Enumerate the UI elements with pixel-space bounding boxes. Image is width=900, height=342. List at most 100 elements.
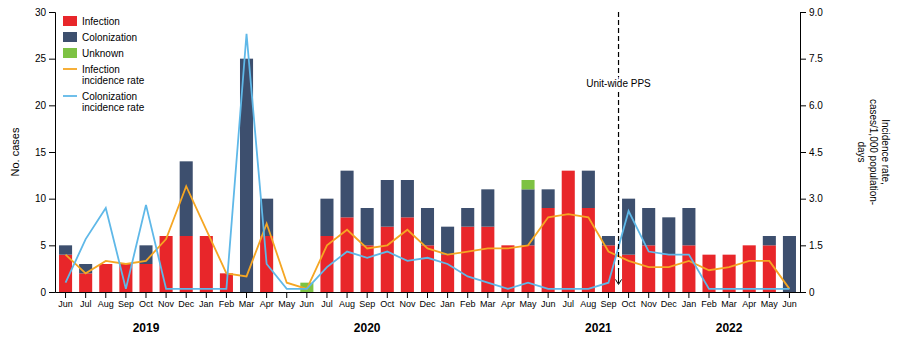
tick: Feb	[460, 292, 476, 309]
bar	[461, 227, 474, 292]
tick: Feb	[701, 292, 717, 309]
tick: 15	[35, 147, 55, 158]
bar	[562, 171, 575, 292]
bar	[743, 245, 756, 292]
bar	[461, 208, 474, 209]
tick-mark	[427, 292, 428, 298]
bar	[421, 208, 434, 245]
bar	[501, 245, 514, 246]
tick-label: 3.0	[809, 193, 823, 204]
year-label: 2022	[716, 321, 743, 335]
bar	[682, 208, 695, 209]
tick-label: 0	[40, 287, 46, 298]
bar	[381, 227, 394, 292]
legend-swatch	[63, 95, 77, 97]
tick-mark	[49, 152, 55, 153]
legend-swatch	[63, 68, 77, 70]
bar	[361, 245, 374, 292]
legend-item: Infection	[63, 16, 120, 27]
tick: Jan	[199, 292, 214, 309]
bar	[702, 254, 715, 255]
tick-label: Apr	[260, 299, 274, 309]
tick-label: Oct	[139, 299, 154, 309]
tick-mark	[568, 292, 569, 298]
tick-label: Jun	[541, 299, 556, 309]
tick-mark	[749, 292, 750, 298]
annotation-arrow	[618, 269, 619, 284]
tick-label: May	[278, 299, 296, 309]
tick-mark	[800, 12, 806, 13]
tick-label: 6.0	[809, 100, 823, 111]
annotation: Unit-wide PPS	[586, 12, 651, 284]
tick-label: Nov	[158, 299, 175, 309]
y2-axis: 01.53.04.56.07.59.0	[800, 7, 823, 298]
tick-label: Jan	[440, 299, 455, 309]
bar-series	[300, 180, 534, 292]
tick: Mar	[721, 292, 737, 309]
tick-mark	[49, 245, 55, 246]
tick: Jun	[782, 292, 797, 309]
tick-label: Sep	[359, 299, 375, 309]
legend-label: Unknown	[82, 48, 124, 59]
bar	[381, 180, 394, 227]
tick-mark	[367, 292, 368, 298]
tick-mark	[648, 292, 649, 298]
tick-mark	[729, 292, 730, 298]
tick-mark	[186, 292, 187, 298]
tick-mark	[447, 292, 448, 298]
tick: 6.0	[800, 100, 823, 111]
tick: 9.0	[800, 7, 823, 18]
tick: Jul	[562, 292, 574, 309]
tick: Aug	[98, 292, 114, 309]
tick: 4.5	[800, 147, 823, 158]
chart: 05101520253001.53.04.56.07.59.0JunJulAug…	[0, 0, 900, 342]
tick-mark	[528, 292, 529, 298]
tick: 0	[40, 287, 55, 298]
tick-label: 25	[35, 53, 47, 64]
bar	[421, 245, 434, 292]
bar	[401, 217, 414, 292]
tick: Apr	[501, 292, 515, 309]
bar	[461, 208, 474, 227]
tick: Oct	[622, 292, 637, 309]
tick: 5	[40, 240, 55, 251]
tick-label: Mar	[239, 299, 255, 309]
tick-label: Dec	[661, 299, 678, 309]
tick: Dec	[419, 292, 436, 309]
bar	[702, 255, 715, 292]
bar	[723, 254, 736, 255]
tick-label: Jan	[199, 299, 214, 309]
tick-label: 30	[35, 7, 47, 18]
tick-mark	[487, 292, 488, 298]
tick: Jan	[682, 292, 697, 309]
tick-label: Dec	[419, 299, 436, 309]
tick-label: Jan	[682, 299, 697, 309]
tick-label: Feb	[460, 299, 476, 309]
bar	[542, 189, 555, 190]
tick-label: Dec	[178, 299, 195, 309]
bar	[320, 199, 333, 236]
bar	[280, 292, 293, 293]
bar	[180, 161, 193, 162]
bar	[642, 208, 655, 245]
tick-mark	[49, 292, 55, 293]
tick: Jun	[300, 292, 315, 309]
tick: Jun	[58, 292, 73, 309]
bar	[662, 217, 675, 218]
tick: Jul	[321, 292, 333, 309]
bar	[763, 236, 776, 237]
bar	[582, 208, 595, 292]
legend-label: Infectionincidence rate	[82, 64, 145, 86]
tick-mark	[407, 292, 408, 298]
bar	[441, 227, 454, 255]
tick-label: Oct	[622, 299, 637, 309]
bar	[139, 245, 152, 246]
tick: Dec	[178, 292, 195, 309]
tick-mark	[347, 292, 348, 298]
bar	[260, 198, 273, 199]
bar	[662, 255, 675, 292]
tick: Mar	[239, 292, 255, 309]
tick: Aug	[339, 292, 355, 309]
bar	[180, 236, 193, 292]
tick-mark	[306, 292, 307, 298]
